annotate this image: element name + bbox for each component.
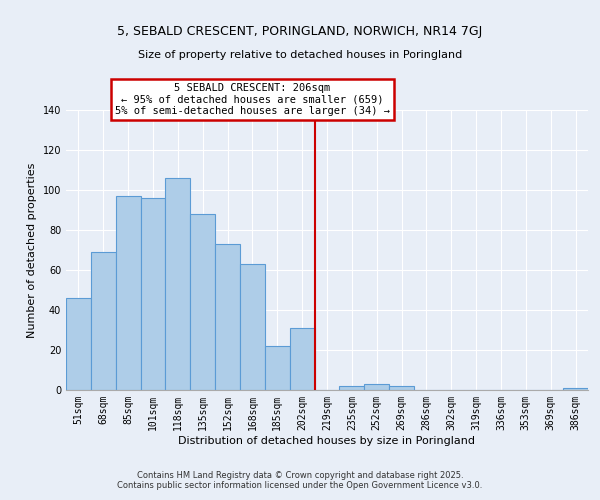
- Text: 5, SEBALD CRESCENT, PORINGLAND, NORWICH, NR14 7GJ: 5, SEBALD CRESCENT, PORINGLAND, NORWICH,…: [118, 25, 482, 38]
- Bar: [166, 178, 190, 390]
- Bar: [563, 388, 588, 390]
- Text: Contains HM Land Registry data © Crown copyright and database right 2025.
Contai: Contains HM Land Registry data © Crown c…: [118, 470, 482, 490]
- Bar: [389, 386, 414, 390]
- Bar: [140, 198, 166, 390]
- Bar: [91, 252, 116, 390]
- Bar: [190, 214, 215, 390]
- Bar: [240, 264, 265, 390]
- Bar: [66, 298, 91, 390]
- Bar: [364, 384, 389, 390]
- Text: Size of property relative to detached houses in Poringland: Size of property relative to detached ho…: [138, 50, 462, 60]
- Bar: [290, 328, 314, 390]
- Bar: [215, 244, 240, 390]
- Y-axis label: Number of detached properties: Number of detached properties: [27, 162, 37, 338]
- Text: 5 SEBALD CRESCENT: 206sqm
← 95% of detached houses are smaller (659)
5% of semi-: 5 SEBALD CRESCENT: 206sqm ← 95% of detac…: [115, 83, 390, 116]
- Bar: [116, 196, 140, 390]
- X-axis label: Distribution of detached houses by size in Poringland: Distribution of detached houses by size …: [179, 436, 476, 446]
- Bar: [265, 346, 290, 390]
- Bar: [340, 386, 364, 390]
